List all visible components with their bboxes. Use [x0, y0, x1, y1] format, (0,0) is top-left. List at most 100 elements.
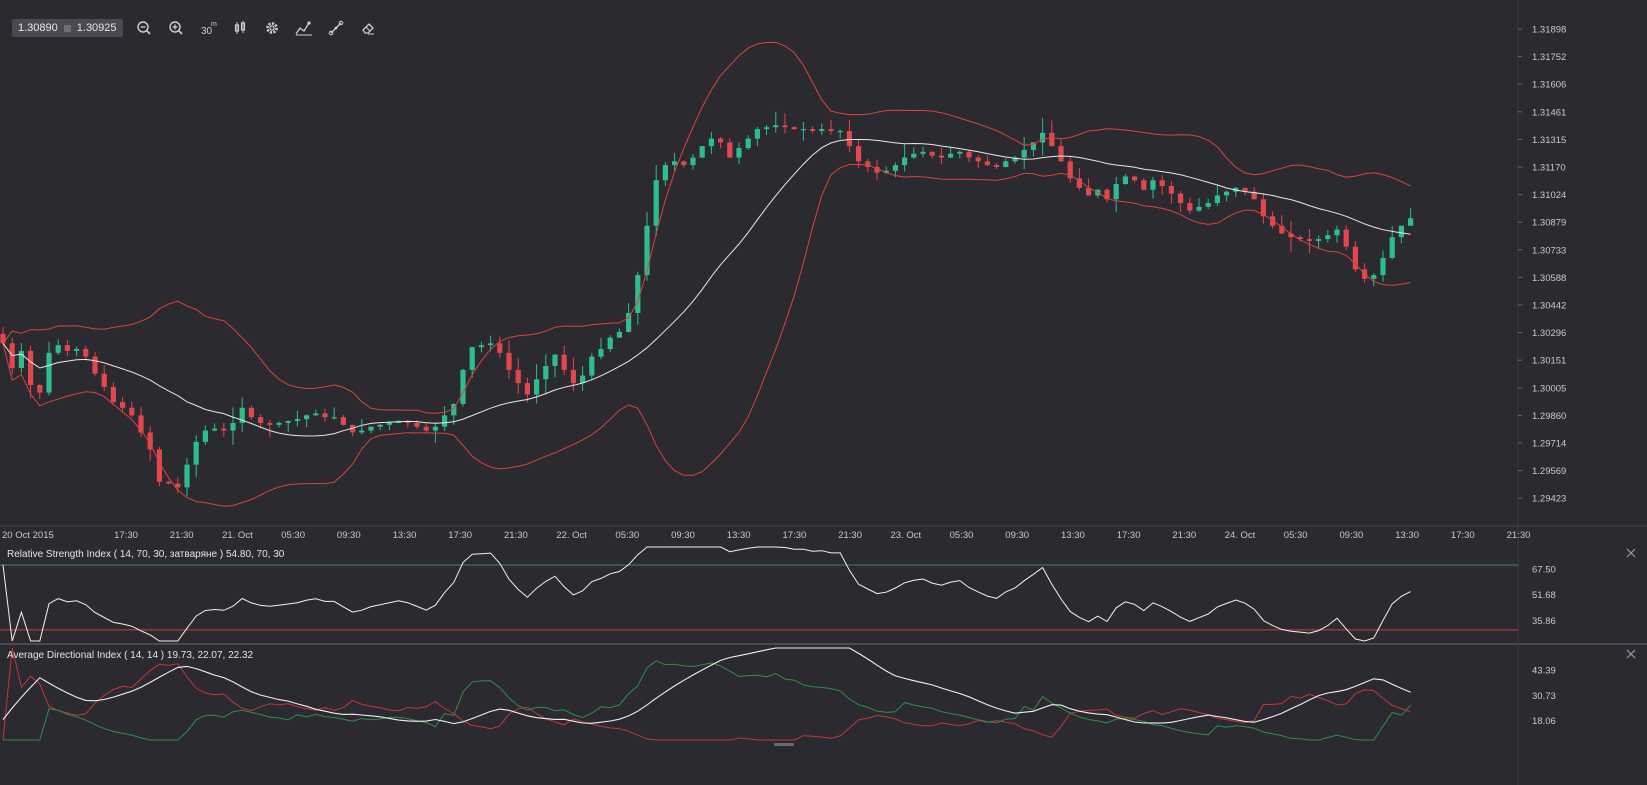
candle-bear[interactable] [1132, 175, 1138, 183]
candle-bear[interactable] [37, 384, 43, 400]
candle-bull[interactable] [773, 111, 779, 133]
candle-bear[interactable] [64, 339, 70, 357]
candle-bear[interactable] [248, 405, 254, 420]
candle-bear[interactable] [92, 352, 98, 377]
candle-bear[interactable] [846, 119, 852, 153]
zoom-in-icon[interactable] [165, 18, 187, 38]
candle-bull[interactable] [1371, 273, 1377, 287]
draw-line-icon[interactable] [325, 18, 347, 38]
candle-bear[interactable] [322, 408, 328, 422]
candle-bull[interactable] [552, 353, 558, 378]
adx-close-icon[interactable] [1625, 647, 1637, 659]
candle-bull[interactable] [285, 420, 291, 433]
rsi-pane[interactable] [0, 546, 1518, 642]
candle-bull[interactable] [1012, 155, 1018, 164]
candle-bull[interactable] [957, 150, 963, 159]
candle-bear[interactable] [110, 382, 116, 405]
candle-bull[interactable] [1233, 186, 1239, 197]
candle-bull[interactable] [699, 145, 705, 159]
candle-bull[interactable] [1113, 176, 1119, 213]
candle-bull[interactable] [948, 147, 954, 159]
candle-bear[interactable] [1279, 215, 1285, 235]
candle-bear[interactable] [120, 397, 126, 413]
candle-bear[interactable] [28, 346, 34, 399]
candle-bear[interactable] [1187, 197, 1193, 215]
candle-bull[interactable] [911, 147, 917, 159]
scroll-handle[interactable] [774, 743, 794, 746]
candle-bear[interactable] [515, 357, 521, 395]
candle-bull[interactable] [1214, 185, 1220, 206]
candle-bear[interactable] [681, 160, 687, 168]
candle-bull[interactable] [1408, 208, 1414, 226]
candle-bull[interactable] [1205, 198, 1211, 210]
candle-bull[interactable] [1224, 190, 1230, 202]
candle-bull[interactable] [1150, 176, 1156, 199]
candle-bull[interactable] [635, 271, 641, 325]
candle-bear[interactable] [929, 151, 935, 159]
candle-bear[interactable] [727, 138, 733, 158]
candle-bear[interactable] [0, 327, 6, 345]
candle-bull[interactable] [616, 328, 622, 338]
candle-bear[interactable] [1260, 193, 1266, 224]
candle-bear[interactable] [1086, 178, 1092, 196]
candle-bull[interactable] [313, 409, 319, 416]
candle-bull[interactable] [469, 346, 475, 378]
candle-bear[interactable] [782, 113, 788, 134]
candle-bull[interactable] [1334, 225, 1340, 243]
candle-bear[interactable] [984, 155, 990, 167]
candle-bull[interactable] [672, 152, 678, 171]
candle-bull[interactable] [1316, 235, 1322, 249]
candle-bull[interactable] [543, 354, 549, 395]
candle-bear[interactable] [828, 119, 834, 135]
candle-bull[interactable] [212, 423, 218, 432]
candle-bear[interactable] [1049, 120, 1055, 147]
candle-bear[interactable] [1288, 220, 1294, 252]
candle-bear[interactable] [423, 423, 429, 433]
candle-bull[interactable] [1040, 118, 1046, 156]
candle-bear[interactable] [497, 336, 503, 358]
candle-bull[interactable] [460, 368, 466, 407]
candle-bull[interactable] [819, 123, 825, 135]
candle-bear[interactable] [1058, 139, 1064, 163]
candle-bear[interactable] [1141, 177, 1147, 191]
candle-bear[interactable] [1352, 241, 1358, 272]
candle-bear[interactable] [718, 137, 724, 149]
candle-bear[interactable] [156, 446, 162, 487]
candle-bear[interactable] [975, 155, 981, 168]
settings-icon[interactable] [261, 18, 283, 38]
candle-bear[interactable] [1251, 187, 1257, 200]
candle-bull[interactable] [230, 407, 236, 445]
candle-bull[interactable] [74, 346, 80, 357]
candle-bear[interactable] [1159, 174, 1165, 196]
candle-bull[interactable] [442, 405, 448, 431]
candle-bear[interactable] [810, 126, 816, 134]
candle-bull[interactable] [892, 162, 898, 178]
candle-bull[interactable] [46, 341, 52, 396]
candle-bull[interactable] [55, 339, 61, 355]
candle-bear[interactable] [938, 147, 944, 165]
candle-bear[interactable] [1297, 235, 1303, 242]
candle-bull[interactable] [800, 122, 806, 141]
candle-bear[interactable] [1343, 225, 1349, 251]
candle-bull[interactable] [1122, 174, 1128, 185]
candle-bear[interactable] [561, 345, 567, 376]
candle-bull[interactable] [377, 424, 383, 431]
candle-bull[interactable] [920, 146, 926, 158]
candle-bear[interactable] [1076, 168, 1082, 191]
candle-bull[interactable] [589, 353, 595, 380]
candle-bull[interactable] [478, 341, 484, 353]
candle-bull[interactable] [754, 126, 760, 146]
candle-bull[interactable] [1398, 225, 1404, 244]
candle-type-icon[interactable] [229, 18, 251, 38]
candle-bear[interactable] [340, 414, 346, 426]
candle-bull[interactable] [607, 335, 613, 352]
candle-bear[interactable] [258, 414, 264, 429]
candle-bull[interactable] [432, 422, 438, 443]
candle-bear[interactable] [221, 422, 227, 437]
candle-bull[interactable] [18, 343, 24, 374]
candle-bull[interactable] [653, 165, 659, 236]
candle-bull[interactable] [304, 414, 310, 428]
candle-bull[interactable] [1003, 158, 1009, 168]
candle-bear[interactable] [1362, 263, 1368, 283]
